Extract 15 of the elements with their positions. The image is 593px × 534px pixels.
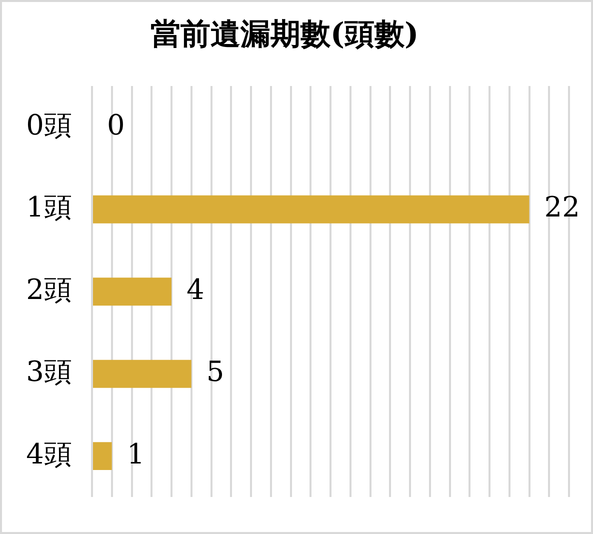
bar [93,360,192,388]
data-label: 22 [544,190,580,224]
bar [93,195,530,224]
y-tick-label: 3頭 [26,355,72,388]
y-tick-label: 2頭 [26,272,72,306]
chart-title: 當前遺漏期數(頭數) [150,16,419,52]
data-label: 1 [126,437,145,470]
y-tick-label: 4頭 [26,437,72,470]
data-label: 4 [186,272,204,306]
y-tick-label: 1頭 [26,190,72,224]
bar [93,442,112,470]
y-tick-label: 0頭 [26,108,72,142]
data-label: 0 [107,108,125,142]
data-label: 5 [206,355,224,388]
bar [93,278,172,306]
